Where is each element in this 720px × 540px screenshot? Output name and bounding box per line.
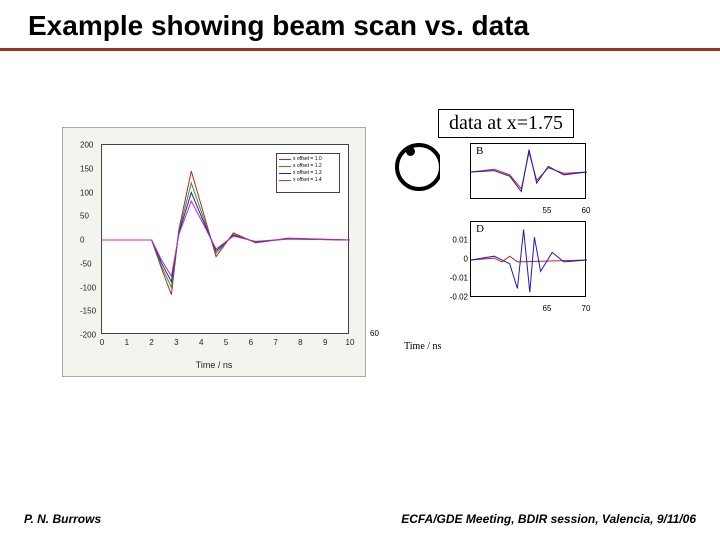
axis-tick: -200 [80, 331, 96, 340]
axis-tick: -0.02 [442, 293, 468, 302]
legend-label: x offset = 1.0 [293, 156, 322, 163]
legend-swatch-icon [279, 180, 291, 181]
axis-tick: 70 [582, 304, 591, 313]
slide-footer: P. N. Burrows ECFA/GDE Meeting, BDIR ses… [0, 512, 720, 526]
axis-tick: 65 [543, 304, 552, 313]
axis-tick: 0 [100, 338, 104, 347]
axis-tick: 10 [346, 338, 355, 347]
legend-label: x offset = 1.3 [293, 170, 322, 177]
right-column-xlabel: Time / ns [404, 341, 441, 352]
axis-tick: -50 [80, 259, 92, 268]
axis-tick: 7 [273, 338, 277, 347]
mini-chart-d-svg [471, 222, 587, 298]
mini-chart-d-letter: D [476, 223, 484, 235]
axis-tick: 60 [582, 206, 591, 215]
axis-tick: 5 [224, 338, 228, 347]
left-chart-plot: x offset = 1.0x offset = 1.2x offset = 1… [101, 144, 349, 334]
axis-tick: 50 [80, 212, 89, 221]
axis-tick: 0 [442, 255, 468, 264]
axis-tick: 150 [80, 164, 93, 173]
axis-tick: 60 [370, 329, 379, 338]
axis-tick: 100 [80, 188, 93, 197]
data-at-label: data at x=1.75 [438, 109, 574, 138]
axis-tick: 9 [323, 338, 327, 347]
mini-chart-b-letter: B [476, 145, 483, 157]
axis-tick: 8 [298, 338, 302, 347]
annotation-dot-icon [406, 147, 415, 156]
mini-chart-d: D 0.01 0 -0.01 -0.02 65 70 [440, 217, 590, 312]
axis-tick: 0 [80, 236, 84, 245]
legend-label: x offset = 1.4 [293, 177, 322, 184]
footer-author: P. N. Burrows [24, 512, 101, 526]
axis-tick: -150 [80, 307, 96, 316]
axis-tick: 55 [543, 206, 552, 215]
mini-chart-d-frame [470, 221, 586, 297]
left-chart-panel: x offset = 1.0x offset = 1.2x offset = 1… [62, 127, 366, 377]
axis-tick: -100 [80, 283, 96, 292]
axis-tick: 1 [125, 338, 129, 347]
mini-chart-b: B 55 60 [440, 139, 590, 214]
legend-item: x offset = 1.0 [279, 156, 337, 163]
legend-swatch-icon [279, 166, 291, 167]
mini-chart-b-frame [470, 143, 586, 199]
legend-swatch-icon [279, 173, 291, 174]
annotation-circle-icon [395, 143, 443, 191]
left-chart-xlabel: Time / ns [196, 360, 233, 370]
axis-tick: 6 [249, 338, 253, 347]
axis-tick: 3 [174, 338, 178, 347]
mini-chart-b-svg [471, 144, 587, 200]
axis-tick: 0.01 [442, 236, 468, 245]
legend-label: x offset = 1.2 [293, 163, 322, 170]
title-rule [0, 48, 720, 51]
legend-swatch-icon [279, 159, 291, 160]
legend-item: x offset = 1.2 [279, 163, 337, 170]
slide-title: Example showing beam scan vs. data [0, 0, 720, 48]
axis-tick: 4 [199, 338, 203, 347]
axis-tick: 2 [149, 338, 153, 347]
content-area: x offset = 1.0x offset = 1.2x offset = 1… [0, 109, 720, 529]
axis-tick: 200 [80, 141, 93, 150]
left-chart-legend: x offset = 1.0x offset = 1.2x offset = 1… [276, 153, 340, 193]
legend-item: x offset = 1.4 [279, 177, 337, 184]
axis-tick: -0.01 [442, 274, 468, 283]
footer-meeting: ECFA/GDE Meeting, BDIR session, Valencia… [401, 512, 696, 526]
legend-item: x offset = 1.3 [279, 170, 337, 177]
